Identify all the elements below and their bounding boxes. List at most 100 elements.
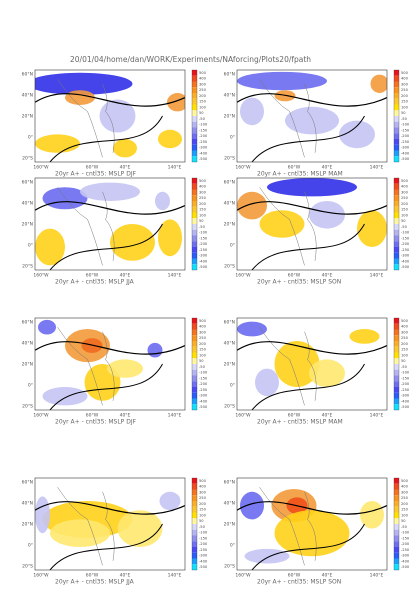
lon-label: 160°W [33,165,49,171]
colorbar-label: 50 [199,111,204,115]
colorbar-label: 250 [401,496,409,500]
lon-label: 60°W [86,165,99,171]
colorbar-label: -500 [401,565,410,569]
colorbar-label: -500 [401,157,410,161]
colorbar-swatch [192,258,197,265]
lon-label: 40°E [120,165,131,171]
map-shading [35,182,185,270]
anomaly-region [35,228,65,266]
colorbar-label: -150 [199,128,208,132]
colorbar-swatch [394,201,399,207]
colorbar-swatch [192,323,197,330]
colorbar-swatch [192,364,197,370]
colorbar-swatch [394,478,399,484]
lon-label: 160°W [235,573,251,579]
colorbar-label: 400 [199,325,207,329]
colorbar-label: 400 [199,485,207,489]
panel-caption: 20yr A+ - cntl35: MSLP DJF [55,419,137,426]
colorbar-label: -400 [401,151,410,155]
map-frame [236,177,388,271]
anomaly-region [80,182,140,201]
panel-caption: 20yr A+ - cntl35: MSLP MAM [257,419,343,426]
colorbar-label: 300 [401,490,409,494]
colorbar-swatch [394,264,399,270]
colorbar-swatch [394,156,399,162]
panel-caption: 20yr A+ - cntl35: MSLP SON [257,579,341,586]
colorbar-label: 50 [401,519,406,523]
lon-label: 140°E [370,273,384,279]
anomaly-region [339,120,375,149]
colorbar-label: 100 [401,353,409,357]
lat-label: 40°N [22,501,33,507]
map-shading [35,72,185,162]
header-path: 20/01/04/home/dan/WORK/Experiments/NAfor… [70,55,311,64]
colorbar-swatch [394,358,399,364]
map-shading [35,319,185,410]
colorbar-label: 500 [199,319,207,323]
lat-label: 20°N [22,222,33,228]
anomaly-region [113,139,137,158]
panel-caption: 20yr A+ - cntl35: MSLP MAM [257,171,343,178]
colorbar-label: 100 [199,513,207,517]
colorbar-label: 400 [199,77,207,81]
lat-label: 20°S [224,264,235,270]
colorbar-frame [393,177,400,271]
colorbar-label: -500 [401,265,410,269]
anomaly-region [349,329,380,344]
colorbar-swatch [192,387,197,393]
colorbar-label: 150 [199,100,207,104]
colorbar-label: -400 [401,559,410,563]
colorbar-swatch [192,552,197,559]
colorbar-label: 50 [199,219,204,223]
colorbar-swatch [394,235,399,242]
lon-label: 40°E [120,273,131,279]
contour [49,363,163,410]
colorbar-swatch [394,218,399,224]
lat-label: 60°N [224,180,235,186]
anomaly-region [237,191,267,220]
colorbar-label: 200 [401,202,409,206]
colorbar-label: -100 [199,531,208,535]
colorbar-label: 250 [199,496,207,500]
colorbar-label: 50 [199,519,204,523]
contour [237,93,387,107]
lat-label: 60°N [224,320,235,326]
colorbar-label: -150 [199,236,208,240]
contour [251,363,365,410]
coastline [304,83,317,153]
colorbar-swatch [192,144,197,151]
anomaly-region [35,496,50,534]
colorbar-swatch [394,547,399,553]
colorbar-label: -50 [199,117,206,121]
colorbar-swatch [192,512,197,519]
colorbar-label: -400 [199,151,208,155]
colorbar-label: 400 [401,485,409,489]
contour [251,223,365,270]
colorbar-swatch [192,335,197,341]
colorbar-swatch [192,104,197,111]
colorbar-swatch [394,518,399,524]
colorbar-label: 500 [401,319,409,323]
colorbar-label: -150 [401,376,410,380]
colorbar-swatch [192,558,197,565]
colorbar-swatch [394,127,399,134]
colorbar-label: -300 [401,254,410,258]
lon-label: 160°W [33,413,49,419]
lon-label: 160°W [235,273,251,279]
colorbar-swatch [394,352,399,359]
anomaly-region [117,510,163,547]
colorbar-swatch [394,541,399,547]
colorbar-swatch [394,116,399,122]
colorbar-swatch [192,139,197,145]
colorbar-label: -300 [199,394,208,398]
lat-label: 40°N [224,201,235,207]
map-shading [237,178,387,270]
colorbar-label: 150 [199,508,207,512]
colorbar-label: -400 [401,259,410,263]
colorbar-label: 300 [401,82,409,86]
colorbar-swatch [394,535,399,542]
colorbar-label: -500 [199,405,208,409]
